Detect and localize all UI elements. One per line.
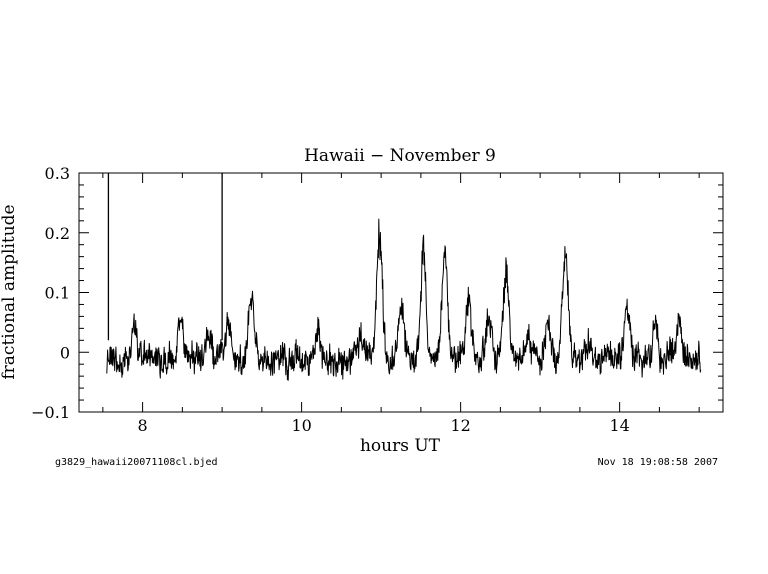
- plot-frame: [78, 172, 724, 413]
- x-tick-label: 14: [609, 416, 629, 435]
- footer-filename: g3829_hawaii20071108cl.bjed: [55, 457, 218, 468]
- y-tick-label: 0.2: [45, 224, 70, 243]
- x-tick-label: 12: [450, 416, 470, 435]
- data-spikes: [107, 173, 223, 341]
- x-tick-label: 10: [291, 416, 311, 435]
- x-axis-label: hours UT: [360, 436, 441, 456]
- y-tick-label: 0.1: [45, 284, 70, 303]
- y-tick-label: −0.1: [31, 403, 70, 422]
- footer-timestamp: Nov 18 19:08:58 2007: [598, 457, 718, 468]
- axis-ticks: [79, 172, 723, 413]
- axis-tick-labels: 8 10 12 14 −0.1 0 0.1 0.2 0.3: [31, 164, 630, 435]
- y-axis-label: fractional amplitude: [0, 204, 19, 379]
- data-series-line: [106, 218, 702, 381]
- y-tick-label: 0.3: [45, 164, 70, 183]
- chart-title: Hawaii − November 9: [304, 146, 496, 166]
- x-tick-label: 8: [138, 416, 148, 435]
- y-tick-label: 0: [60, 343, 70, 362]
